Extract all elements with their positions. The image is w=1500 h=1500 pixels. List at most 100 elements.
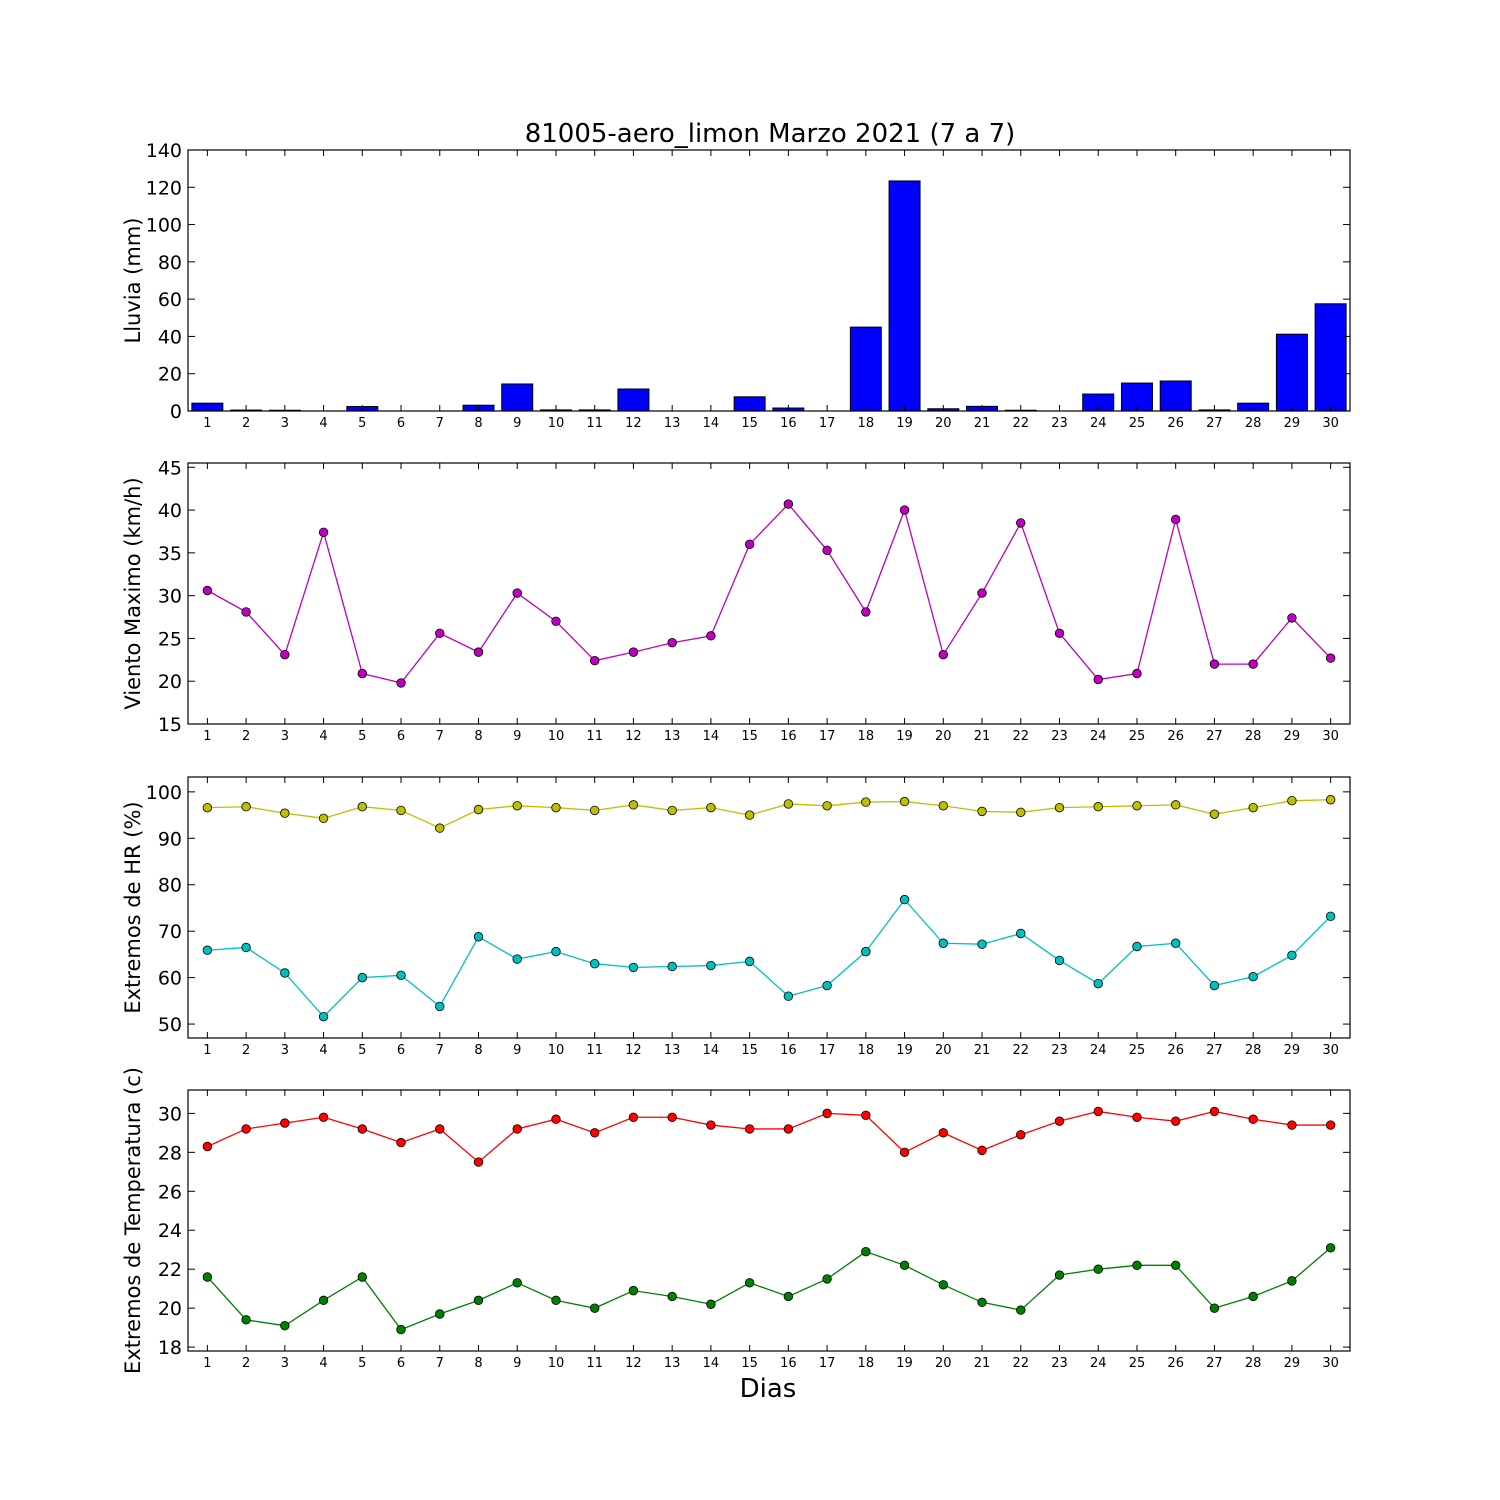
point-temp-max-day-3 (280, 1118, 290, 1128)
x-tick-label: 10 (548, 1043, 565, 1058)
point-temp-max-day-13 (667, 1112, 677, 1122)
point-temp-min-day-4 (318, 1295, 329, 1306)
x-tick-label: 11 (586, 416, 603, 431)
point-wind-max-day-29 (1287, 613, 1297, 623)
x-tick-label: 17 (819, 1043, 836, 1058)
x-tick-label: 9 (513, 416, 521, 431)
point-hr-max-day-23 (1054, 802, 1065, 813)
x-tick-label: 13 (664, 1356, 681, 1371)
x-tick-label: 29 (1284, 1356, 1301, 1371)
x-tick-label: 20 (935, 416, 952, 431)
point-hr-max-day-29 (1287, 795, 1297, 806)
point-temp-max-day-30 (1325, 1120, 1336, 1130)
point-temp-min-day-9 (512, 1278, 522, 1288)
line-hr-min (207, 898, 1332, 1018)
x-tick-label: 7 (436, 729, 444, 744)
point-temp-max-day-4 (318, 1112, 329, 1122)
x-tick-label: 9 (513, 1356, 521, 1371)
x-tick-label: 30 (1322, 729, 1339, 744)
x-tick-label: 18 (858, 416, 875, 431)
point-hr-min-day-12 (628, 962, 639, 973)
point-wind-max-day-11 (590, 655, 600, 666)
x-tick-label: 23 (1051, 416, 1068, 431)
x-tick-label: 15 (741, 416, 758, 431)
point-hr-min-day-25 (1132, 941, 1142, 952)
x-tick-label: 28 (1245, 729, 1262, 744)
x-tick-label: 30 (1322, 416, 1339, 431)
y-tick-label: 60 (158, 289, 182, 311)
point-hr-min-day-16 (783, 991, 794, 1001)
point-hr-max-day-17 (822, 801, 832, 811)
x-tick-label: 19 (896, 729, 913, 744)
x-tick-label: 16 (780, 729, 797, 744)
x-tick-label: 6 (397, 416, 405, 431)
x-tick-label: 18 (858, 729, 875, 744)
x-tick-label: 1 (203, 1356, 211, 1371)
y-tick-label: 30 (158, 1103, 182, 1125)
point-temp-min-day-12 (628, 1285, 639, 1296)
y-tick-label: 40 (158, 326, 182, 348)
point-temp-max-day-24 (1093, 1106, 1103, 1117)
point-hr-min-day-4 (318, 1011, 329, 1022)
x-tick-label: 12 (625, 1356, 642, 1371)
point-hr-max-day-26 (1170, 800, 1181, 810)
x-tick-label: 3 (281, 729, 289, 744)
y-tick-label: 26 (158, 1181, 182, 1203)
x-tick-label: 19 (896, 1356, 913, 1371)
x-tick-label: 24 (1090, 729, 1107, 744)
point-temp-min-day-14 (706, 1299, 716, 1309)
point-temp-min-day-23 (1054, 1270, 1065, 1280)
point-hr-max-day-9 (512, 801, 522, 811)
x-tick-label: 29 (1284, 1043, 1301, 1058)
y-tick-label: 18 (158, 1337, 182, 1359)
x-tick-label: 14 (703, 416, 720, 431)
axes-frame (187, 776, 1351, 1039)
point-temp-max-day-19 (899, 1147, 910, 1158)
x-tick-label: 27 (1206, 729, 1223, 744)
x-tick-label: 9 (513, 1043, 521, 1058)
x-tick-label: 17 (819, 1356, 836, 1371)
point-hr-max-day-10 (551, 802, 561, 813)
point-temp-min-day-8 (473, 1295, 484, 1306)
x-tick-label: 21 (974, 1356, 991, 1371)
point-hr-max-day-7 (435, 823, 445, 833)
point-hr-max-day-27 (1209, 809, 1220, 819)
point-temp-max-day-5 (357, 1124, 368, 1134)
point-hr-min-day-1 (202, 945, 213, 955)
point-hr-max-day-5 (357, 802, 368, 812)
point-hr-max-day-1 (202, 802, 213, 813)
x-tick-label: 7 (436, 1356, 444, 1371)
x-tick-label: 13 (664, 1043, 681, 1058)
point-wind-max-day-28 (1248, 659, 1258, 669)
y-tick-label: 25 (158, 628, 182, 650)
line-temp-max (207, 1110, 1331, 1163)
point-hr-min-day-2 (241, 942, 251, 953)
point-temp-min-day-29 (1287, 1276, 1297, 1286)
point-wind-max-day-18 (861, 607, 871, 617)
y-tick-label: 80 (158, 875, 182, 897)
point-temp-min-day-3 (280, 1320, 290, 1331)
point-temp-min-day-24 (1093, 1264, 1103, 1274)
x-tick-label: 22 (1012, 416, 1029, 431)
y-tick-label: 50 (158, 1014, 182, 1036)
x-tick-label: 18 (858, 1356, 875, 1371)
x-tick-label: 3 (281, 1043, 289, 1058)
point-hr-max-day-6 (396, 805, 406, 816)
point-wind-max-day-30 (1325, 653, 1336, 663)
point-wind-max-day-22 (1016, 518, 1026, 528)
point-hr-max-day-16 (783, 799, 794, 809)
x-tick-label: 8 (474, 1356, 482, 1371)
x-tick-label: 23 (1051, 1356, 1068, 1371)
bar-rain-day-30 (1314, 303, 1347, 412)
point-wind-max-day-3 (280, 649, 290, 660)
x-tick-label: 27 (1206, 416, 1223, 431)
point-temp-max-day-25 (1132, 1112, 1142, 1122)
point-hr-max-day-15 (744, 810, 755, 820)
point-wind-max-day-23 (1054, 628, 1065, 638)
x-tick-label: 29 (1284, 416, 1301, 431)
bar-rain-day-29 (1275, 333, 1308, 412)
x-tick-label: 11 (586, 1043, 603, 1058)
y-tick-label: 22 (158, 1259, 182, 1281)
